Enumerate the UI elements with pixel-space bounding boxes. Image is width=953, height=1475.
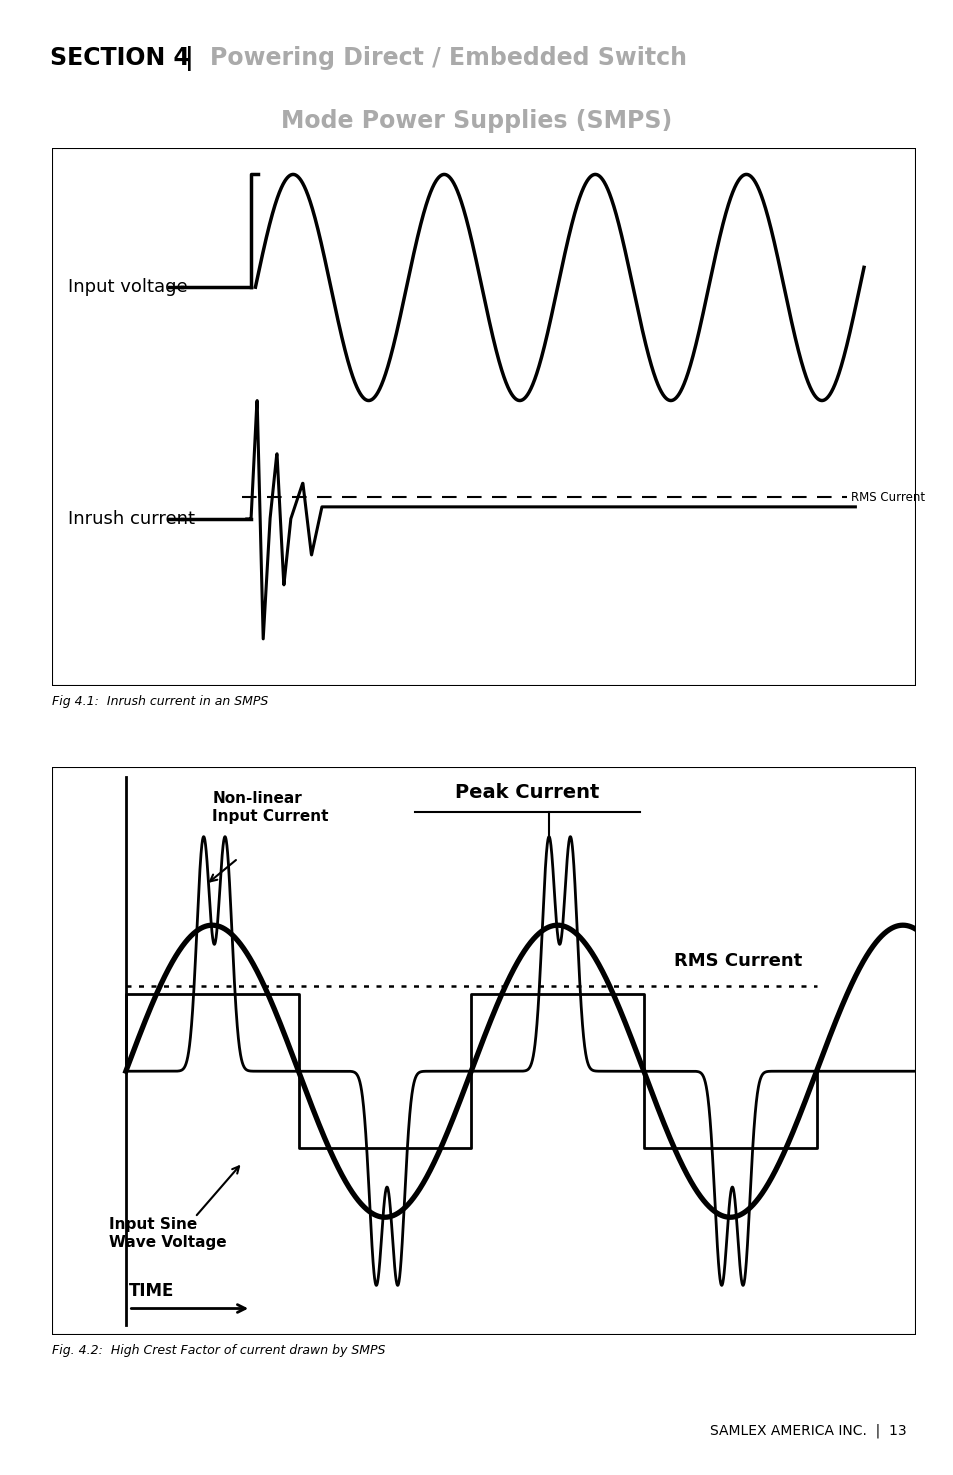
Text: Peak Current: Peak Current xyxy=(455,783,598,802)
Text: Powering Direct / Embedded Switch: Powering Direct / Embedded Switch xyxy=(210,46,686,69)
Text: Fig. 4.2:  High Crest Factor of current drawn by SMPS: Fig. 4.2: High Crest Factor of current d… xyxy=(52,1344,385,1357)
Text: SECTION 4: SECTION 4 xyxy=(50,46,190,69)
Text: Non-linear
Input Current: Non-linear Input Current xyxy=(212,791,329,823)
Text: RMS Current: RMS Current xyxy=(674,951,801,971)
Text: Mode Power Supplies (SMPS): Mode Power Supplies (SMPS) xyxy=(281,109,672,133)
Text: Input voltage: Input voltage xyxy=(68,279,188,296)
Text: RMS Current: RMS Current xyxy=(850,491,924,503)
Text: Input Sine
Wave Voltage: Input Sine Wave Voltage xyxy=(109,1217,226,1249)
Text: TIME: TIME xyxy=(129,1282,173,1301)
Text: Fig 4.1:  Inrush current in an SMPS: Fig 4.1: Inrush current in an SMPS xyxy=(52,695,269,708)
Text: Inrush current: Inrush current xyxy=(68,510,194,528)
Text: |: | xyxy=(185,46,193,71)
Text: SAMLEX AMERICA INC.  |  13: SAMLEX AMERICA INC. | 13 xyxy=(709,1423,905,1438)
